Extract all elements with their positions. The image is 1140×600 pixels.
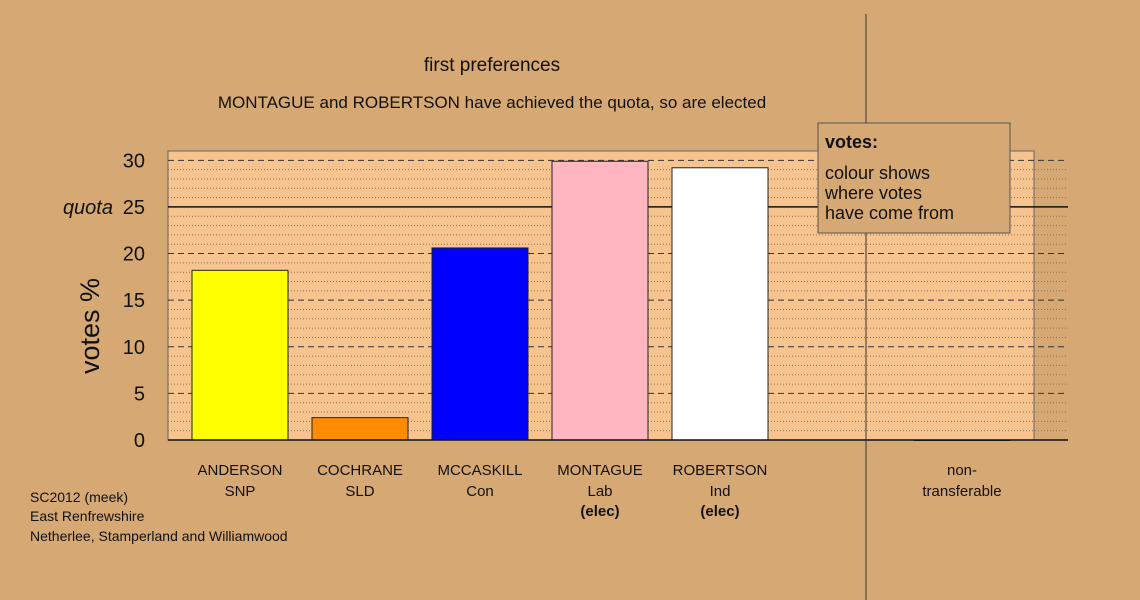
legend-line: colour shows: [825, 163, 930, 183]
chart-title: first preferences: [424, 55, 560, 76]
y-tick-label: 10: [123, 337, 145, 359]
nontransferable-label: non-: [947, 462, 977, 479]
candidate-party-label: Ind: [710, 483, 731, 500]
candidate-party-label: Lab: [587, 483, 612, 500]
candidate-party-label: Con: [466, 483, 494, 500]
nontransferable-label: transferable: [922, 483, 1001, 500]
candidate-status-label: (elec): [580, 503, 619, 520]
legend-line: have come from: [825, 203, 954, 223]
footer-council: East Renfrewshire: [30, 508, 145, 524]
candidate-name-label: ANDERSON: [197, 462, 282, 479]
y-tick-label: 25: [123, 197, 145, 219]
y-tick-label: 0: [134, 430, 145, 452]
footer: SC2012 (meek) East Renfrewshire Netherle…: [30, 489, 288, 544]
category-labels: ANDERSON SNP COCHRANE SLD MCCASKILL Con MONTAG…: [197, 462, 1001, 520]
bar: [671, 167, 769, 441]
bar: [551, 160, 649, 441]
legend-box: [817, 122, 1011, 234]
bar: [431, 247, 529, 441]
bars: [191, 160, 1011, 441]
bar: [191, 269, 289, 441]
candidate-party-label: SNP: [225, 483, 256, 500]
bar: [311, 417, 409, 441]
y-tick-label: 30: [123, 150, 145, 172]
footer-ward: Netherlee, Stamperland and Williamwood: [30, 528, 288, 544]
candidate-name-label: COCHRANE: [317, 462, 403, 479]
legend-title: votes:: [825, 132, 878, 152]
y-axis-label: votes %: [75, 278, 105, 374]
legend: votes: colour shows where votes have com…: [817, 122, 1011, 234]
candidate-name-label: MONTAGUE: [557, 462, 643, 479]
y-axis: 0 5 10 15 20 25 30 quota: [63, 150, 1068, 452]
legend-line: where votes: [824, 183, 922, 203]
candidate-name-label: ROBERTSON: [673, 462, 768, 479]
y-tick-label: 5: [134, 383, 145, 405]
y-tick-label: 20: [123, 244, 145, 266]
footer-election: SC2012 (meek): [30, 489, 128, 505]
candidate-name-label: MCCASKILL: [437, 462, 522, 479]
candidate-status-label: (elec): [700, 503, 739, 520]
y-tick-label: 15: [123, 290, 145, 312]
chart-subtitle: MONTAGUE and ROBERTSON have achieved the…: [218, 93, 766, 112]
quota-label: quota: [63, 197, 113, 219]
candidate-party-label: SLD: [345, 483, 374, 500]
